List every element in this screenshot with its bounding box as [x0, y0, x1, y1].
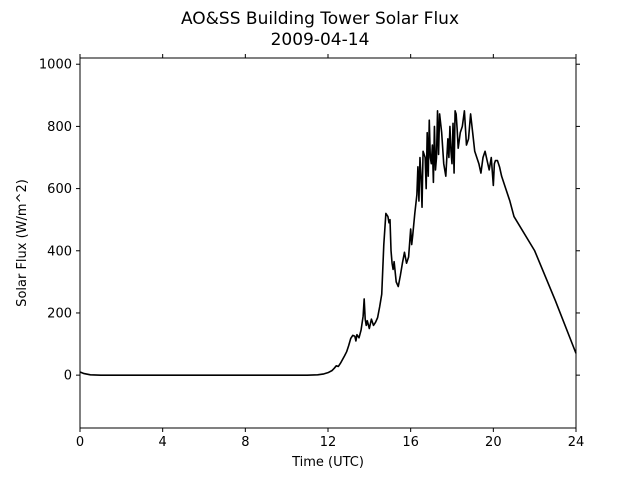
solar-flux-line: [79, 110, 577, 376]
x-tick-label: 8: [241, 435, 249, 450]
y-axis-label: Solar Flux (W/m^2): [15, 179, 30, 307]
x-tick-label: 20: [485, 435, 502, 450]
y-axis-ticks: 0 200 400 600 800 1000: [39, 58, 580, 384]
chart-title: AO&SS Building Tower Solar Flux: [181, 9, 459, 29]
y-tick-label: 0: [64, 369, 72, 384]
x-tick-label: 16: [402, 435, 419, 450]
x-tick-label: 12: [320, 435, 337, 450]
y-tick-label: 200: [47, 306, 72, 321]
x-tick-label: 0: [76, 435, 84, 450]
x-tick-label: 24: [568, 435, 585, 450]
chart-subtitle: 2009-04-14: [271, 30, 370, 50]
x-axis-label: Time (UTC): [291, 455, 364, 470]
x-tick-label: 4: [159, 435, 167, 450]
y-tick-label: 400: [47, 244, 72, 259]
y-tick-label: 800: [47, 120, 72, 135]
y-tick-label: 600: [47, 182, 72, 197]
y-tick-label: 1000: [39, 58, 72, 73]
x-axis-ticks: 0 4 8 12 16 20 24: [76, 54, 584, 450]
